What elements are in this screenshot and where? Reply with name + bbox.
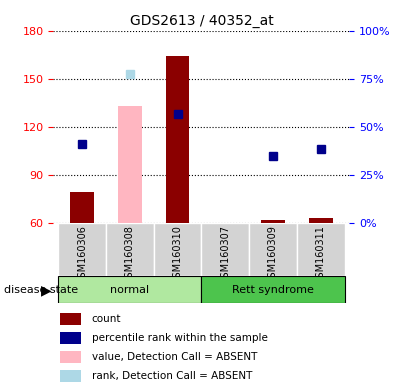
Text: ▶: ▶ [41,283,52,297]
FancyBboxPatch shape [106,223,154,276]
Text: GSM160306: GSM160306 [77,225,87,284]
Bar [118,106,142,223]
Text: GSM160308: GSM160308 [125,225,135,284]
Bar [70,192,94,223]
Title: GDS2613 / 40352_at: GDS2613 / 40352_at [129,14,273,28]
Text: percentile rank within the sample: percentile rank within the sample [92,333,268,343]
Text: count: count [92,314,121,324]
FancyBboxPatch shape [297,223,344,276]
Text: GSM160309: GSM160309 [268,225,278,284]
Bar [60,332,81,344]
Text: GSM160307: GSM160307 [220,225,230,285]
FancyBboxPatch shape [58,276,201,303]
FancyBboxPatch shape [154,223,201,276]
FancyBboxPatch shape [201,276,344,303]
Text: Rett syndrome: Rett syndrome [232,285,314,295]
Bar [60,313,81,325]
Bar [309,218,332,223]
Text: disease state: disease state [4,285,78,295]
Bar [261,220,285,223]
Text: rank, Detection Call = ABSENT: rank, Detection Call = ABSENT [92,371,252,381]
Text: GSM160310: GSM160310 [173,225,182,284]
Bar [60,370,81,382]
Bar [60,351,81,363]
FancyBboxPatch shape [58,223,106,276]
Text: normal: normal [110,285,149,295]
Text: GSM160311: GSM160311 [316,225,326,284]
Bar [166,56,189,223]
FancyBboxPatch shape [201,223,249,276]
Text: value, Detection Call = ABSENT: value, Detection Call = ABSENT [92,352,257,362]
FancyBboxPatch shape [249,223,297,276]
